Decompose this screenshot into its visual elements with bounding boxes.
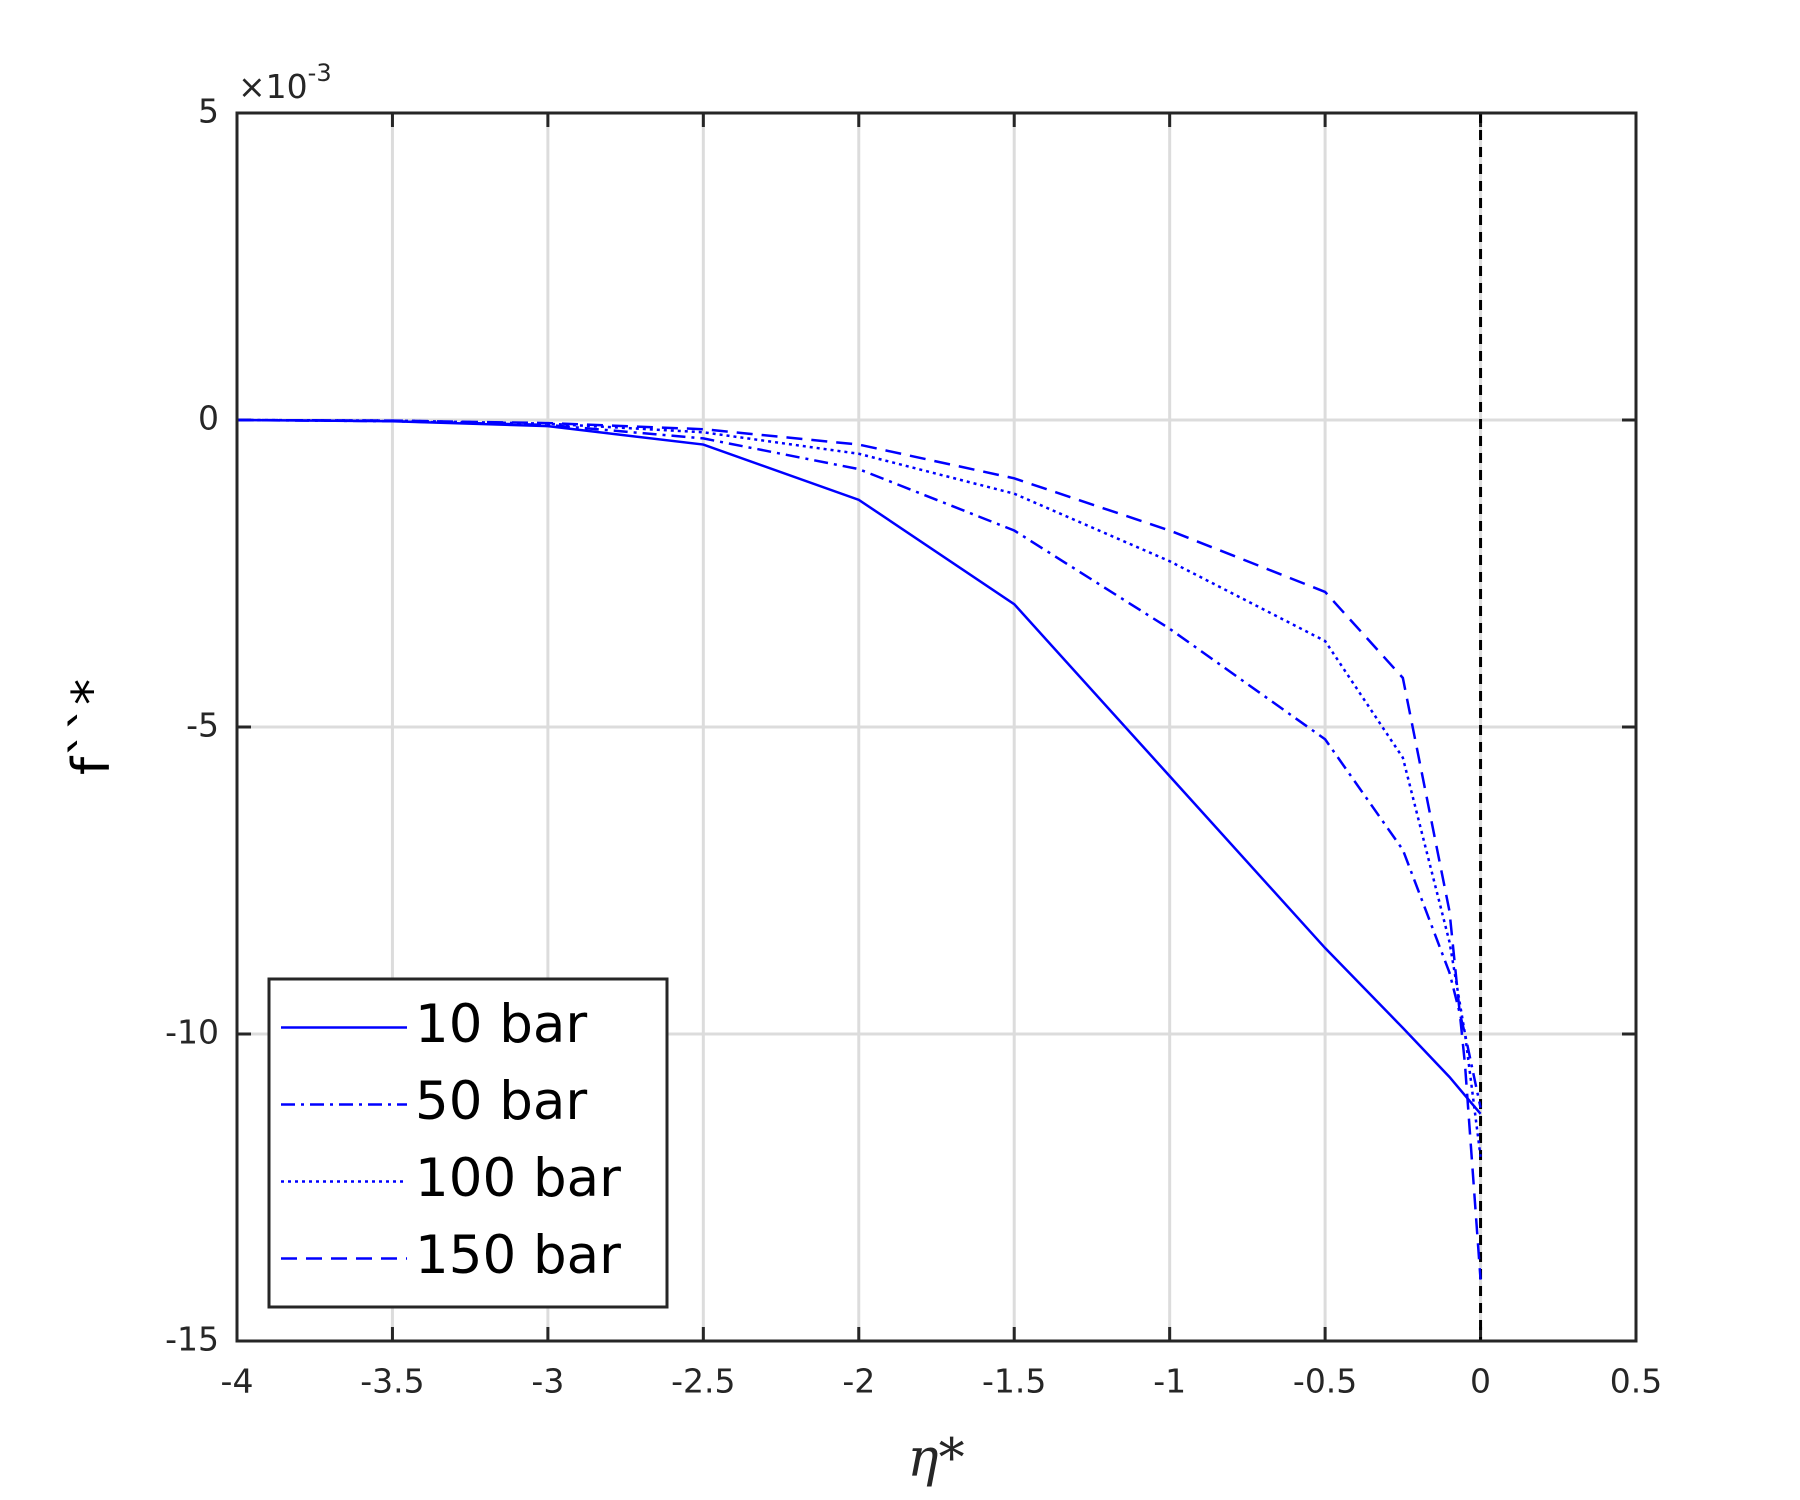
legend-label: 50 bar xyxy=(415,1071,587,1132)
x-tick-label: -3 xyxy=(531,1362,564,1401)
series-line xyxy=(236,418,1482,1157)
y-tick-label: -10 xyxy=(165,1013,219,1052)
multiplier-base: ×10 xyxy=(238,67,308,106)
x-tick-label: -0.5 xyxy=(1293,1362,1357,1401)
x-tick-label: 0 xyxy=(1470,1362,1491,1401)
x-tick-label: -2 xyxy=(842,1362,875,1401)
y-tick-label: -15 xyxy=(165,1320,219,1359)
y-tick-label: 0 xyxy=(198,399,219,438)
series-line xyxy=(236,418,1482,1115)
y-tick-label: -5 xyxy=(186,706,219,745)
legend-label: 10 bar xyxy=(415,994,587,1055)
legend-label: 150 bar xyxy=(415,1225,621,1286)
series-line xyxy=(236,418,1482,1280)
legend-label: 100 bar xyxy=(415,1148,621,1209)
multiplier-exponent: -3 xyxy=(308,59,332,87)
y-axis-label: f``* xyxy=(62,679,122,775)
x-tick-label: -1.5 xyxy=(982,1362,1046,1401)
x-tick-label: 0.5 xyxy=(1610,1362,1662,1401)
y-multiplier: ×10-3 xyxy=(238,59,332,106)
x-tick-label: -3.5 xyxy=(360,1362,424,1401)
legend-box xyxy=(267,977,669,1309)
x-tick-label: -1 xyxy=(1153,1362,1186,1401)
plot-frame xyxy=(235,111,1638,1343)
x-tick-label: -2.5 xyxy=(671,1362,735,1401)
y-tick-label: 5 xyxy=(198,92,219,131)
x-tick-label: -4 xyxy=(221,1362,254,1401)
x-axis-label: η* xyxy=(907,1429,964,1489)
